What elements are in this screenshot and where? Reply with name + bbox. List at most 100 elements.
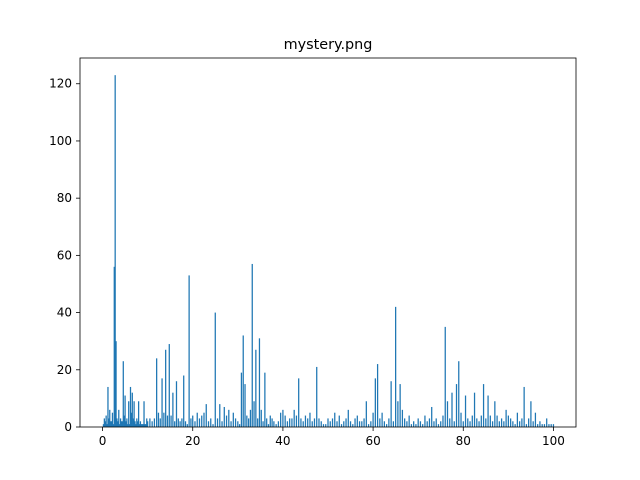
y-axis: 0 20 40 60 80 100 120 (49, 77, 80, 434)
bar (464, 395, 467, 427)
bar (104, 421, 106, 427)
y-tick-label: 100 (49, 134, 72, 148)
bar (300, 418, 302, 427)
bar (112, 424, 114, 427)
bar (102, 424, 105, 427)
y-tick-label: 0 (64, 420, 72, 434)
bar (453, 421, 455, 427)
bar (550, 424, 552, 427)
bar (552, 424, 555, 427)
bar (175, 381, 178, 427)
bar (144, 424, 146, 427)
bar (295, 415, 298, 427)
bar (381, 412, 383, 427)
bar (223, 406, 225, 427)
bar (242, 335, 244, 427)
bar (537, 424, 539, 427)
bar (451, 392, 453, 427)
bar (107, 386, 109, 427)
bar (397, 401, 399, 427)
x-tick-label: 100 (542, 434, 565, 448)
bar (146, 418, 148, 427)
bar (271, 418, 273, 427)
bar (431, 406, 433, 427)
bar (460, 412, 462, 427)
bar (237, 421, 239, 427)
bar (435, 418, 437, 427)
bar (345, 418, 347, 427)
bar (428, 418, 431, 427)
bar (210, 418, 212, 427)
bar (105, 415, 107, 427)
bar (156, 358, 158, 427)
bar (548, 424, 550, 427)
bar (131, 392, 133, 427)
bar (149, 418, 151, 427)
bar (269, 415, 271, 427)
bar (118, 409, 120, 427)
bar (433, 421, 435, 427)
bar (507, 415, 509, 427)
bar (505, 409, 507, 427)
bar (264, 372, 266, 427)
bar (352, 424, 354, 427)
bar (145, 424, 147, 427)
bar (383, 421, 385, 427)
bar (194, 421, 196, 427)
bar (244, 384, 246, 427)
bar (343, 421, 345, 427)
bar (539, 421, 541, 427)
bar (503, 421, 505, 427)
bar (485, 418, 487, 427)
bar (240, 372, 243, 427)
bar (113, 266, 115, 427)
bar (260, 409, 262, 427)
bar (123, 415, 125, 427)
bar (298, 378, 300, 427)
bar (476, 418, 478, 427)
bar (331, 418, 334, 427)
bar (286, 421, 289, 427)
bar (291, 418, 293, 427)
bar (163, 412, 165, 427)
bar (528, 418, 530, 427)
bar (129, 386, 132, 427)
bar (225, 415, 228, 427)
bar (413, 421, 415, 427)
plot-frame (79, 57, 577, 428)
bar (379, 418, 381, 427)
bar (478, 421, 480, 427)
bar (395, 306, 397, 427)
bar (318, 418, 320, 427)
bar (266, 418, 268, 427)
bar (440, 421, 442, 427)
bar (165, 349, 167, 427)
bar (186, 424, 188, 427)
bar (498, 421, 500, 427)
bar (282, 409, 284, 427)
bar (228, 409, 230, 427)
bar (446, 401, 449, 427)
bar (251, 263, 253, 427)
bar (184, 421, 187, 427)
bar (467, 418, 469, 427)
chart-title: mystery.png (284, 37, 373, 53)
bar (408, 415, 410, 427)
bar (327, 418, 329, 427)
bar (192, 415, 194, 427)
bar (336, 421, 338, 427)
bar (462, 421, 464, 427)
bar (471, 415, 473, 427)
x-tick-label: 0 (99, 434, 107, 448)
bar (119, 418, 122, 427)
bar (523, 386, 525, 427)
bar (388, 418, 390, 427)
bar (458, 361, 460, 427)
bar (534, 412, 537, 427)
bar (401, 409, 404, 427)
bar (177, 418, 179, 427)
bar (232, 412, 234, 427)
bar (128, 401, 130, 427)
y-tick-label: 120 (49, 77, 72, 91)
